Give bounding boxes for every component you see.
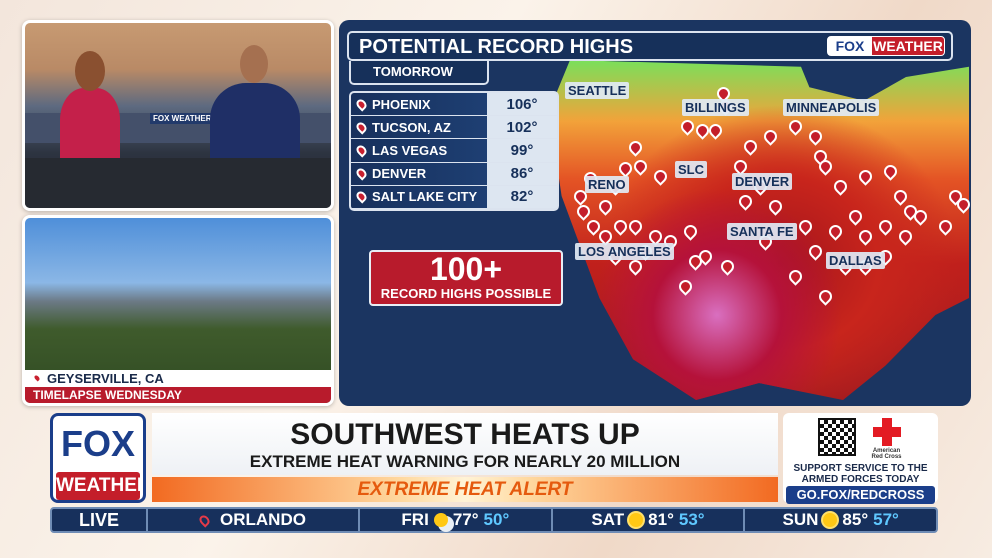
- city-label: SEATTLE: [565, 82, 630, 99]
- logo-weather: WEATHER: [872, 37, 944, 55]
- city-label: MINNEAPOLIS: [783, 99, 880, 116]
- temp-value: 102°: [487, 116, 557, 139]
- table-row: SALT LAKE CITY 82°: [351, 185, 557, 209]
- headline-box: SOUTHWEST HEATS UP EXTREME HEAT WARNING …: [152, 413, 778, 475]
- location-pin-icon: [354, 97, 369, 112]
- city-name: DENVER: [372, 166, 427, 182]
- red-cross-logo: American Red Cross: [870, 418, 904, 460]
- record-highs-map: POTENTIAL RECORD HIGHS FOX WEATHER TOMOR…: [339, 20, 973, 406]
- record-highs-table: PHOENIX 106° TUCSON, AZ 102° LAS VEGAS 99° DEN…: [349, 91, 559, 211]
- table-row: LAS VEGAS 99°: [351, 139, 557, 163]
- ticker-location: ORLANDO: [148, 509, 360, 531]
- logo-fox: FOX: [60, 423, 135, 464]
- logo-weather: WEATHER: [56, 472, 143, 500]
- callout-number: 100+: [429, 251, 503, 287]
- callout-text: RECORD HIGHS POSSIBLE: [380, 286, 552, 301]
- temp-value: 86°: [487, 162, 557, 185]
- anchor-female: [60, 88, 120, 168]
- city-name: LAS VEGAS: [372, 142, 448, 158]
- high-temp: 81°: [648, 510, 674, 529]
- sun-icon: [823, 513, 838, 527]
- high-temp: 85°: [842, 510, 869, 529]
- temp-value: 99°: [487, 139, 557, 162]
- record-highs-callout: 100+ RECORD HIGHS POSSIBLE: [369, 250, 563, 306]
- weather-ticker: LIVE ORLANDO FRI 77° 50° SAT 81° 53° SUN 85° 57°: [50, 507, 938, 533]
- location-pin-icon: [354, 120, 369, 135]
- city-label: SANTA FE: [727, 223, 797, 240]
- sponsor-graphics: American Red Cross: [783, 418, 938, 460]
- subheadline: EXTREME HEAT WARNING FOR NEARLY 20 MILLI…: [249, 452, 681, 471]
- location-pin-icon: [197, 512, 212, 528]
- extreme-heat-alert-bar: EXTREME HEAT ALERT: [152, 477, 778, 502]
- low-temp: 50°: [483, 510, 510, 529]
- sponsor-line-2: ARMED FORCES TODAY: [801, 474, 920, 485]
- city-name: TUCSON, AZ: [372, 119, 451, 135]
- forecast-strip: FRI 77° 50° SAT 81° 53° SUN 85° 57°: [360, 509, 936, 531]
- sponsor-line-1: SUPPORT SERVICE TO THE: [793, 463, 928, 474]
- headline: SOUTHWEST HEATS UP: [290, 418, 640, 451]
- forecast-day: SAT 81° 53°: [553, 509, 746, 531]
- low-temp: 57°: [873, 510, 899, 529]
- table-row: PHOENIX 106°: [351, 93, 557, 117]
- anchor-desk: [25, 158, 331, 208]
- location-pin-icon: [354, 143, 369, 158]
- map-subtitle: TOMORROW: [349, 61, 489, 85]
- anchor-male-head: [240, 45, 268, 83]
- partly-sunny-icon: [433, 513, 448, 527]
- live-badge: LIVE: [52, 509, 148, 531]
- city-cell: LAS VEGAS: [351, 139, 487, 162]
- city-cell: TUCSON, AZ: [351, 116, 487, 139]
- live-label: LIVE: [78, 509, 119, 530]
- city-cell: PHOENIX: [351, 93, 487, 116]
- city-cell: SALT LAKE CITY: [351, 185, 487, 208]
- city-cell: DENVER: [351, 162, 487, 185]
- low-temp: 53°: [678, 510, 705, 529]
- timelapse-label: TIMELAPSE WEDNESDAY: [25, 387, 331, 403]
- table-row: TUCSON, AZ 102°: [351, 116, 557, 140]
- anchor-female-head: [75, 51, 105, 91]
- table-row: DENVER 86°: [351, 162, 557, 186]
- location-text: GEYSERVILLE, CA: [47, 371, 164, 386]
- forecast-day: SUN 85° 57°: [745, 509, 936, 531]
- location-pin-icon: [354, 166, 369, 181]
- city-label: SLC: [675, 161, 707, 178]
- sun-icon: [629, 513, 644, 527]
- red-cross-sponsor: American Red Cross SUPPORT SERVICE TO TH…: [783, 413, 938, 504]
- fox-weather-logo-large: FOX WEATHER: [50, 413, 146, 503]
- high-temp: 77°: [452, 510, 479, 529]
- location-pin-icon: [30, 371, 44, 385]
- red-cross-icon: [872, 418, 901, 446]
- sponsor-url[interactable]: GO.FOX/REDCROSS: [786, 486, 935, 504]
- fox-weather-logo: FOX WEATHER: [827, 36, 945, 56]
- day-label: SAT: [591, 510, 625, 529]
- city-name: SALT LAKE CITY: [372, 189, 478, 205]
- logo-fox: FOX: [828, 37, 872, 55]
- city-label: DENVER: [732, 173, 793, 190]
- location-pin-icon: [354, 189, 369, 204]
- timelapse-video-feed: GEYSERVILLE, CA TIMELAPSE WEDNESDAY: [22, 215, 334, 406]
- temp-value: 82°: [487, 185, 557, 208]
- day-label: FRI: [401, 510, 429, 529]
- studio-video-feed: FOX WEATHER: [22, 20, 334, 211]
- city-label: RENO: [585, 176, 629, 193]
- map-title-bar: POTENTIAL RECORD HIGHS FOX WEATHER: [347, 31, 953, 61]
- city-label: DALLAS: [826, 252, 885, 269]
- city-label: LOS ANGELES: [575, 243, 674, 260]
- red-cross-name: American Red Cross: [871, 448, 902, 460]
- forecast-day: FRI 77° 50°: [360, 509, 553, 531]
- city-label: BILLINGS: [682, 99, 749, 116]
- location-caption: GEYSERVILLE, CA: [25, 370, 331, 387]
- city-name: PHOENIX: [372, 96, 431, 112]
- temp-value: 106°: [487, 93, 557, 116]
- map-title: POTENTIAL RECORD HIGHS: [359, 36, 634, 58]
- studio-set-logo: FOX WEATHER: [150, 113, 215, 124]
- qr-code-icon: [817, 418, 856, 456]
- day-label: SUN: [782, 510, 819, 529]
- location-name: ORLANDO: [220, 510, 306, 529]
